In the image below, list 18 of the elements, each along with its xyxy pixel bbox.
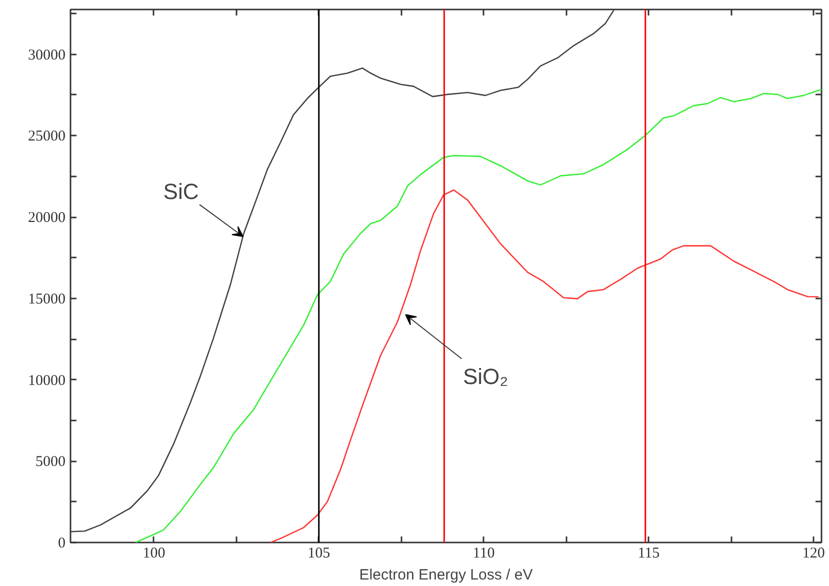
y-tick-label: 5000 [36,454,66,470]
annotation: SiO₂ [462,364,508,390]
x-tick-label: 115 [638,546,660,562]
y-tick-label: 25000 [28,128,66,145]
x-tick-label: 105 [308,546,330,562]
y-tick-label: 10000 [28,372,66,389]
y-tick-label: 15000 [28,291,66,308]
line-series [134,88,822,542]
x-tick-label: 110 [472,546,495,562]
x-axis-title: Electron Energy Loss / eV [359,566,533,584]
y-tick-label: 0 [58,536,66,552]
line-series [270,189,820,542]
annotation: SiC [163,179,199,204]
line-series [70,10,614,532]
x-tick-label: 100 [142,546,166,562]
x-tick-label: 120 [802,546,825,562]
y-tick-label: 30000 [28,47,66,64]
y-tick-label: 20000 [28,210,66,226]
